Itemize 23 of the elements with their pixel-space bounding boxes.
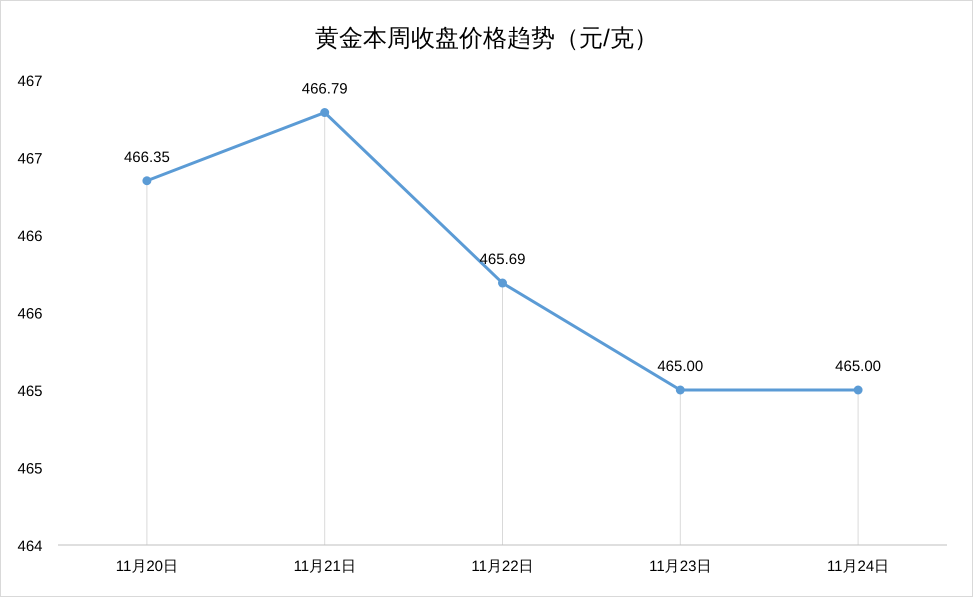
point xyxy=(498,278,507,288)
y-tick-label: 466 xyxy=(17,228,43,245)
data-label: 465.69 xyxy=(480,251,526,268)
data-label: 466.79 xyxy=(302,80,348,98)
point xyxy=(142,176,152,186)
y-tick-label: 466 xyxy=(17,306,43,322)
y-tick-label: 464 xyxy=(17,538,43,555)
x-tick-label: 11月21日 xyxy=(294,558,356,575)
point xyxy=(854,386,863,394)
x-tick-label: 11月22日 xyxy=(471,558,534,575)
x-tick-label: 11月24日 xyxy=(826,558,890,575)
data-label: 465.00 xyxy=(835,358,882,375)
point xyxy=(320,108,330,118)
data-label: 465.00 xyxy=(657,358,704,375)
x-tick-label: 11月20日 xyxy=(116,558,178,575)
x-tick-label: 11月23日 xyxy=(649,558,712,575)
y-tick-label: 465 xyxy=(17,460,43,478)
point xyxy=(676,386,685,394)
y-tick-label: 467 xyxy=(17,150,43,168)
y-tick-label: 467 xyxy=(17,73,43,90)
y-tick-label: 465 xyxy=(17,383,43,400)
chart-title: 黄金本周收盘价格趋势（元/克） xyxy=(315,25,658,52)
data-label: 466.35 xyxy=(124,148,170,166)
